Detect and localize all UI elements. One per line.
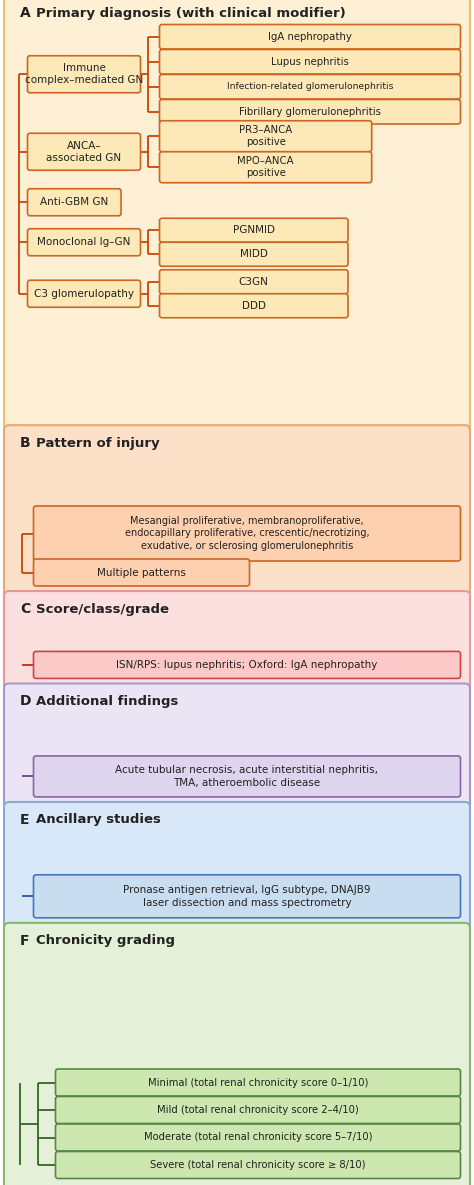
FancyBboxPatch shape [34, 559, 249, 587]
FancyBboxPatch shape [159, 25, 461, 49]
Text: PGNMID: PGNMID [233, 225, 275, 236]
Text: Immune
complex–mediated GN: Immune complex–mediated GN [25, 63, 143, 85]
FancyBboxPatch shape [27, 133, 140, 171]
Text: B: B [20, 436, 31, 450]
Text: C3 glomerulopathy: C3 glomerulopathy [34, 289, 134, 299]
Text: Acute tubular necrosis, acute interstitial nephritis,
TMA, atheroembolic disease: Acute tubular necrosis, acute interstiti… [116, 766, 379, 788]
Text: Infection-related glomerulonephritis: Infection-related glomerulonephritis [227, 82, 393, 91]
Text: Moderate (total renal chronicity score 5–7/10): Moderate (total renal chronicity score 5… [144, 1133, 372, 1142]
FancyBboxPatch shape [4, 591, 470, 690]
FancyBboxPatch shape [159, 50, 461, 73]
Text: A: A [20, 6, 31, 20]
FancyBboxPatch shape [159, 152, 372, 182]
FancyBboxPatch shape [34, 875, 461, 918]
FancyBboxPatch shape [27, 229, 140, 256]
FancyBboxPatch shape [159, 121, 372, 152]
FancyBboxPatch shape [159, 75, 461, 100]
Text: C: C [20, 602, 30, 616]
Text: Pattern of injury: Pattern of injury [36, 436, 160, 449]
FancyBboxPatch shape [27, 188, 121, 216]
FancyBboxPatch shape [34, 756, 461, 798]
Text: MPO–ANCA
positive: MPO–ANCA positive [237, 156, 294, 179]
Text: E: E [20, 813, 29, 827]
Text: Severe (total renal chronicity score ≥ 8/10): Severe (total renal chronicity score ≥ 8… [150, 1160, 366, 1170]
Text: C3GN: C3GN [239, 277, 269, 287]
Text: Score/class/grade: Score/class/grade [36, 602, 169, 615]
Text: Minimal (total renal chronicity score 0–1/10): Minimal (total renal chronicity score 0–… [148, 1077, 368, 1088]
FancyBboxPatch shape [55, 1125, 461, 1151]
Text: Ancillary studies: Ancillary studies [36, 813, 161, 826]
Text: IgA nephropathy: IgA nephropathy [268, 32, 352, 41]
Text: Mild (total renal chronicity score 2–4/10): Mild (total renal chronicity score 2–4/1… [157, 1104, 359, 1115]
FancyBboxPatch shape [55, 1152, 461, 1179]
FancyBboxPatch shape [4, 684, 470, 808]
Text: Primary diagnosis (with clinical modifier): Primary diagnosis (with clinical modifie… [36, 6, 346, 19]
Text: Lupus nephritis: Lupus nephritis [271, 57, 349, 66]
FancyBboxPatch shape [159, 242, 348, 267]
Text: D: D [20, 694, 31, 709]
Text: Fibrillary glomerulonephritis: Fibrillary glomerulonephritis [239, 107, 381, 117]
Text: Chronicity grading: Chronicity grading [36, 934, 175, 947]
Text: F: F [20, 934, 29, 948]
Text: DDD: DDD [242, 301, 266, 310]
FancyBboxPatch shape [55, 1096, 461, 1123]
Text: Mesangial proliferative, membranoproliferative,
endocapillary proliferative, cre: Mesangial proliferative, membranoprolife… [125, 517, 369, 551]
FancyBboxPatch shape [159, 294, 348, 318]
Text: Multiple patterns: Multiple patterns [97, 568, 186, 577]
FancyBboxPatch shape [159, 100, 461, 124]
FancyBboxPatch shape [34, 652, 461, 679]
Text: Monoclonal Ig–GN: Monoclonal Ig–GN [37, 237, 131, 248]
Text: PR3–ANCA
positive: PR3–ANCA positive [239, 126, 292, 147]
FancyBboxPatch shape [27, 56, 140, 92]
Text: ANCA–
associated GN: ANCA– associated GN [46, 141, 121, 164]
FancyBboxPatch shape [159, 218, 348, 242]
Text: Pronase antigen retrieval, IgG subtype, DNAJB9
laser dissection and mass spectro: Pronase antigen retrieval, IgG subtype, … [123, 885, 371, 908]
FancyBboxPatch shape [27, 280, 140, 307]
FancyBboxPatch shape [34, 506, 461, 561]
FancyBboxPatch shape [4, 802, 470, 929]
FancyBboxPatch shape [55, 1069, 461, 1096]
FancyBboxPatch shape [4, 923, 470, 1185]
Text: ISN/RPS: lupus nephritis; Oxford: IgA nephropathy: ISN/RPS: lupus nephritis; Oxford: IgA ne… [116, 660, 378, 670]
Text: MIDD: MIDD [240, 249, 268, 260]
FancyBboxPatch shape [159, 270, 348, 294]
FancyBboxPatch shape [4, 0, 470, 431]
Text: Additional findings: Additional findings [36, 694, 178, 707]
FancyBboxPatch shape [4, 425, 470, 597]
Text: Anti-GBM GN: Anti-GBM GN [40, 197, 109, 207]
